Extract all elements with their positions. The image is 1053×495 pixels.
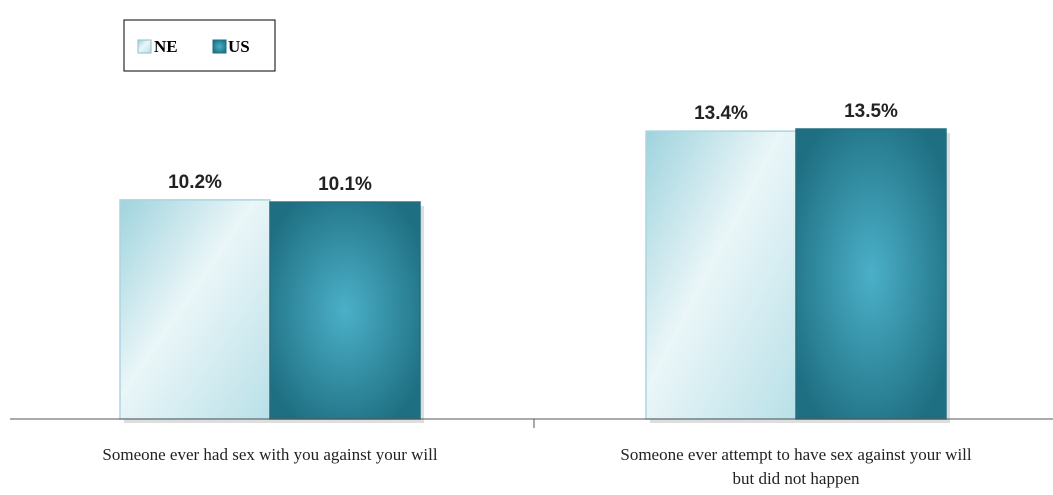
legend-swatch-us <box>212 39 227 54</box>
data-labels: 10.2% 10.1% 13.4% 13.5% <box>168 101 898 195</box>
bar-us-2 <box>795 128 947 420</box>
legend-swatch-ne <box>137 39 152 54</box>
bar-ne-2 <box>645 130 797 420</box>
data-label-ne-2: 13.4% <box>694 103 748 124</box>
bar-ne-1 <box>119 199 271 420</box>
category-label-2-line-2: but did not happen <box>732 469 860 488</box>
legend-label-ne: NE <box>154 37 178 56</box>
legend: NE US <box>123 19 276 72</box>
legend-label-us: US <box>228 37 250 56</box>
category-labels: Someone ever had sex with you against yo… <box>102 445 972 488</box>
category-label-1-line-1: Someone ever had sex with you against yo… <box>102 445 437 464</box>
data-label-us-1: 10.1% <box>318 174 372 195</box>
category-label-2-line-1: Someone ever attempt to have sex against… <box>620 445 972 464</box>
bars <box>119 128 950 424</box>
data-label-ne-1: 10.2% <box>168 172 222 193</box>
bar-us-1 <box>269 201 421 420</box>
data-label-us-2: 13.5% <box>844 101 898 122</box>
